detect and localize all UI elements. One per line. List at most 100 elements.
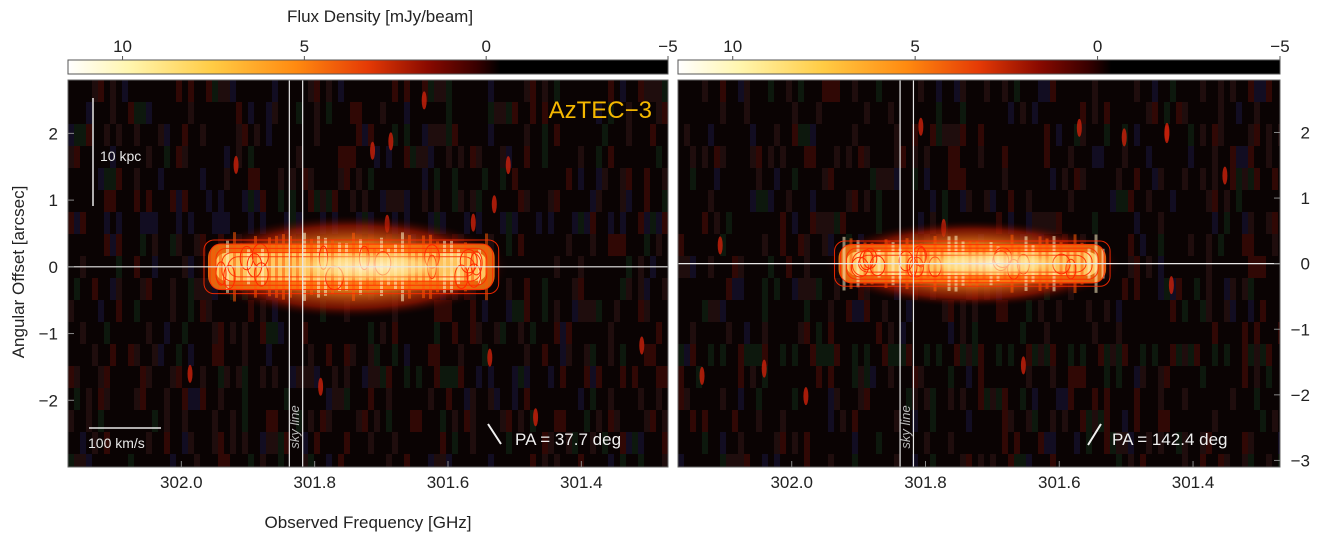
noise-cell bbox=[936, 344, 942, 366]
contour-blob bbox=[470, 250, 483, 276]
noise-speckle bbox=[487, 348, 493, 367]
noise-cell bbox=[744, 454, 750, 467]
noise-cell bbox=[224, 366, 230, 388]
noise-cell bbox=[1014, 432, 1020, 454]
noise-cell bbox=[1092, 410, 1098, 432]
noise-cell bbox=[242, 124, 248, 146]
noise-cell bbox=[1206, 234, 1212, 256]
noise-cell bbox=[416, 410, 422, 432]
noise-cell bbox=[458, 344, 464, 366]
noise-cell bbox=[762, 234, 768, 256]
noise-cell bbox=[482, 344, 488, 366]
noise-cell bbox=[1200, 454, 1206, 467]
colorbar-left-bar bbox=[67, 59, 669, 75]
noise-cell bbox=[1068, 366, 1074, 388]
noise-cell bbox=[476, 366, 482, 388]
noise-cell bbox=[146, 102, 152, 124]
contour-blob bbox=[239, 245, 254, 271]
noise-cell bbox=[1044, 212, 1050, 234]
noise-cell bbox=[720, 102, 726, 124]
contour-blob bbox=[223, 264, 236, 290]
noise-cell bbox=[1170, 344, 1176, 366]
noise-cell bbox=[638, 388, 644, 410]
noise-cell bbox=[560, 322, 566, 344]
noise-cell bbox=[302, 322, 308, 344]
noise-cell bbox=[650, 124, 656, 146]
noise-cell bbox=[738, 256, 744, 278]
colorbar-tick-label: −5 bbox=[1270, 37, 1289, 56]
noise-cell bbox=[1158, 388, 1164, 410]
noise-cell bbox=[260, 432, 266, 454]
noise-cell bbox=[1230, 300, 1236, 322]
noise-cell bbox=[506, 278, 512, 300]
noise-cell bbox=[1152, 168, 1158, 190]
noise-cell bbox=[164, 124, 170, 146]
noise-cell bbox=[338, 168, 344, 190]
noise-cell bbox=[810, 212, 816, 234]
noise-cell bbox=[990, 190, 996, 212]
noise-cell bbox=[98, 388, 104, 410]
noise-cell bbox=[212, 80, 218, 102]
noise-cell bbox=[554, 80, 560, 102]
panel-left: sky line 302.0 301.8 301.6 301.4 2 1 0 −1 −2 Az… bbox=[39, 79, 669, 492]
noise-cell bbox=[374, 146, 380, 168]
noise-cell bbox=[864, 146, 870, 168]
noise-cell bbox=[158, 124, 164, 146]
noise-cell bbox=[1272, 168, 1278, 190]
noise-cell bbox=[1224, 190, 1230, 212]
noise-cell bbox=[98, 300, 104, 322]
noise-cell bbox=[434, 168, 440, 190]
noise-cell bbox=[684, 388, 690, 410]
noise-cell bbox=[518, 322, 524, 344]
noise-cell bbox=[104, 322, 110, 344]
noise-cell bbox=[1176, 344, 1182, 366]
noise-cell bbox=[684, 124, 690, 146]
noise-cell bbox=[182, 410, 188, 432]
noise-cell bbox=[98, 366, 104, 388]
noise-cell bbox=[1200, 366, 1206, 388]
noise-cell bbox=[338, 80, 344, 102]
noise-cell bbox=[206, 300, 212, 322]
noise-cell bbox=[596, 102, 602, 124]
noise-cell bbox=[984, 388, 990, 410]
noise-cell bbox=[188, 432, 194, 454]
noise-cell bbox=[506, 300, 512, 322]
noise-cell bbox=[876, 168, 882, 190]
noise-cell bbox=[1062, 168, 1068, 190]
noise-cell bbox=[690, 322, 696, 344]
noise-cell bbox=[1248, 146, 1254, 168]
noise-cell bbox=[542, 146, 548, 168]
noise-cell bbox=[948, 366, 954, 388]
noise-cell bbox=[266, 410, 272, 432]
noise-cell bbox=[876, 432, 882, 454]
noise-cell bbox=[798, 234, 804, 256]
noise-cell bbox=[626, 190, 632, 212]
noise-cell bbox=[452, 432, 458, 454]
noise-speckle bbox=[639, 336, 645, 355]
noise-cell bbox=[200, 300, 206, 322]
noise-cell bbox=[1044, 124, 1050, 146]
noise-cell bbox=[650, 410, 656, 432]
noise-cell bbox=[834, 278, 840, 300]
noise-cell bbox=[476, 322, 482, 344]
noise-speckle bbox=[1168, 276, 1174, 295]
noise-cell bbox=[386, 190, 392, 212]
noise-cell bbox=[720, 146, 726, 168]
noise-cell bbox=[404, 344, 410, 366]
noise-cell bbox=[194, 234, 200, 256]
noise-cell bbox=[146, 278, 152, 300]
noise-cell bbox=[158, 344, 164, 366]
noise-cell bbox=[702, 212, 708, 234]
noise-cell bbox=[68, 300, 74, 322]
noise-cell bbox=[212, 432, 218, 454]
noise-cell bbox=[386, 366, 392, 388]
x-tick-label: 302.0 bbox=[160, 473, 203, 492]
y-tick-label: 2 bbox=[1301, 123, 1310, 142]
noise-cell bbox=[344, 388, 350, 410]
noise-cell bbox=[620, 234, 626, 256]
noise-cell bbox=[548, 190, 554, 212]
noise-cell bbox=[1122, 344, 1128, 366]
noise-cell bbox=[260, 212, 266, 234]
noise-cell bbox=[68, 146, 74, 168]
x-axis-right: 302.0 301.8 301.6 301.4 bbox=[770, 461, 1214, 492]
